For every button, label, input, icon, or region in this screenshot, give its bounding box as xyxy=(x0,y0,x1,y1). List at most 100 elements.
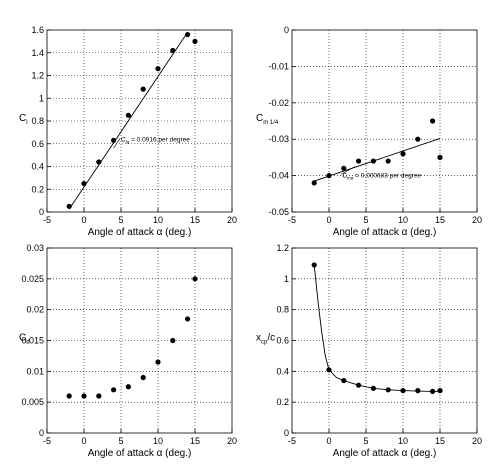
data-point xyxy=(311,180,317,186)
data-point xyxy=(185,316,191,322)
slope-annotation: Cmα = 0.000683 per degree xyxy=(342,172,421,180)
x-tick-label: 0 xyxy=(326,436,331,446)
annotation-sub-alpha: α xyxy=(127,139,130,144)
x-tick-label: 15 xyxy=(435,215,445,225)
fit-line xyxy=(68,32,188,210)
y-tick-label: 0.025 xyxy=(21,274,44,284)
chart-panel-3: -5 0 5 10 15 2000.0050.010.0150.020.0250.03An… xyxy=(19,243,237,459)
y-tick-label: 0.2 xyxy=(276,397,289,407)
x-tick-label: 20 xyxy=(227,215,237,225)
y-tick-label: 0.2 xyxy=(31,184,44,194)
x-tick-label: 10 xyxy=(153,436,163,446)
data-point xyxy=(111,387,117,393)
data-point xyxy=(430,118,436,124)
y-tick-label: 0.015 xyxy=(21,336,44,346)
x-tick-label: 15 xyxy=(190,436,200,446)
data-point xyxy=(66,393,72,399)
data-point xyxy=(192,38,198,44)
data-point xyxy=(81,393,87,399)
chart-panel-2: -5 0 5 10 15 20-0.05-0.04-0.03-0.02-0.010Angl… xyxy=(256,25,482,238)
y-tick-label: 0.6 xyxy=(276,336,289,346)
y-tick-label: 1.2 xyxy=(31,71,44,81)
data-point xyxy=(311,262,317,268)
fit-line xyxy=(314,138,441,182)
x-tick-label: 0 xyxy=(81,436,86,446)
y-tick-label: 0.8 xyxy=(31,116,44,126)
y-tick-label: -0.03 xyxy=(268,134,289,144)
y-axis-label-main: x xyxy=(256,333,261,344)
x-tick-label: 10 xyxy=(398,436,408,446)
y-axis-label: Cm 1/4 xyxy=(256,113,279,126)
y-axis-label-tail: /c xyxy=(267,333,275,344)
y-tick-label: 0.02 xyxy=(26,305,44,315)
data-point xyxy=(415,136,421,142)
y-axis-label-sub: l xyxy=(26,120,27,126)
y-tick-label: 0.03 xyxy=(26,243,44,253)
data-point xyxy=(170,337,176,344)
y-tick-label: 0.6 xyxy=(31,139,44,149)
x-tick-label: 5 xyxy=(118,436,123,446)
data-point xyxy=(185,31,191,38)
y-tick-label: 0.005 xyxy=(21,397,44,407)
data-point xyxy=(125,112,131,118)
x-tick-label: 20 xyxy=(227,436,237,446)
x-tick-label: 15 xyxy=(190,215,200,225)
slope-annotation: Clα = 0.0916 per degree xyxy=(121,136,190,144)
data-point xyxy=(155,359,161,365)
y-axis-label-sub: cp xyxy=(261,340,268,346)
y-tick-label: 0.4 xyxy=(276,366,289,376)
x-axis-label: Angle of attack α (deg.) xyxy=(333,227,437,238)
y-axis-label-main: C xyxy=(19,333,26,344)
y-tick-label: -0.01 xyxy=(268,61,289,71)
x-tick-label: 20 xyxy=(472,215,482,225)
annotation-arrow xyxy=(341,166,356,175)
y-tick-label: -0.02 xyxy=(268,98,289,108)
annotation-arrow xyxy=(113,138,121,149)
x-tick-label: -5 xyxy=(288,436,296,446)
data-point xyxy=(415,388,421,394)
data-point xyxy=(192,276,198,282)
y-tick-label: 1.2 xyxy=(276,243,289,253)
y-tick-label: 1 xyxy=(284,274,289,284)
y-tick-label: 0 xyxy=(39,207,44,217)
data-point xyxy=(400,151,406,157)
x-axis-label: Angle of attack α (deg.) xyxy=(333,448,437,459)
y-tick-label: 0 xyxy=(284,428,289,438)
y-axis-label: Cd xyxy=(19,333,30,346)
data-point xyxy=(437,388,443,394)
x-tick-label: 0 xyxy=(326,215,331,225)
annotation-sub: l xyxy=(126,139,127,144)
x-tick-label: -5 xyxy=(43,436,51,446)
y-tick-label: 0.8 xyxy=(276,305,289,315)
annotation-sub: m xyxy=(347,175,351,180)
x-tick-label: 5 xyxy=(363,436,368,446)
x-tick-label: 20 xyxy=(472,436,482,446)
x-axis-label: Angle of attack α (deg.) xyxy=(88,448,192,459)
x-tick-label: 5 xyxy=(363,215,368,225)
x-tick-label: -5 xyxy=(288,215,296,225)
y-axis-label-sub: d xyxy=(26,340,29,346)
x-axis-label: Angle of attack α (deg.) xyxy=(88,227,192,238)
annotation-main: C xyxy=(121,136,126,143)
data-point xyxy=(356,158,362,164)
y-tick-label: -0.05 xyxy=(268,207,289,217)
annotation-text: = 0.000683 per degree xyxy=(353,172,421,179)
x-tick-label: 10 xyxy=(398,215,408,225)
data-point xyxy=(341,165,347,171)
trend-curve xyxy=(313,264,440,392)
y-axis-label: Cl xyxy=(19,113,28,126)
x-tick-label: 0 xyxy=(81,215,86,225)
x-tick-label: -5 xyxy=(43,215,51,225)
y-tick-label: 1 xyxy=(39,93,44,103)
annotation-sub-alpha: α xyxy=(351,175,354,180)
data-point xyxy=(385,158,391,164)
data-point xyxy=(125,384,131,390)
annotation-main: C xyxy=(342,172,347,179)
y-axis-label-sub: m 1/4 xyxy=(263,120,279,126)
y-tick-label: 1.6 xyxy=(31,25,44,35)
x-tick-label: 5 xyxy=(118,215,123,225)
data-point xyxy=(96,393,102,399)
